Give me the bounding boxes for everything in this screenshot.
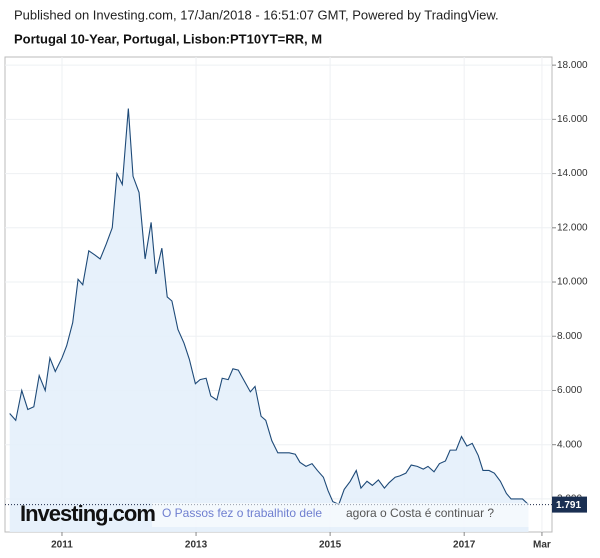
y-tick-label: 10.000 [557, 277, 588, 288]
y-tick-label: 8.000 [557, 331, 582, 342]
x-tick-label: 2017 [453, 540, 476, 551]
line [9, 108, 529, 506]
y-tick-label: 4.000 [557, 439, 582, 450]
y-tick-label: 14.000 [557, 168, 588, 179]
x-tick-label: 2015 [319, 540, 342, 551]
x-tick-label: 2013 [185, 540, 208, 551]
last-value-label: 1.791 [556, 500, 581, 511]
y-tick-label: 6.000 [557, 385, 582, 396]
ticker-text: agora o Costa é continuar ? [346, 506, 494, 520]
ticker-text: O Passos fez o trabalhito dele [162, 506, 322, 520]
area [9, 108, 529, 532]
x-tick-label: 2011 [51, 540, 73, 551]
y-tick-label: 16.000 [557, 114, 588, 125]
watermark: Investing.com [20, 501, 155, 526]
last-value-box [552, 496, 587, 513]
y-tick-label: 12.000 [557, 222, 588, 233]
source-line: Published on Investing.com, 17/Jan/2018 … [14, 7, 499, 22]
y-tick-label: 18.000 [557, 60, 588, 71]
x-tick-label: Mar [533, 540, 551, 551]
chart-title: Portugal 10-Year, Portugal, Lisbon:PT10Y… [14, 31, 322, 46]
ticker-band [152, 503, 530, 527]
